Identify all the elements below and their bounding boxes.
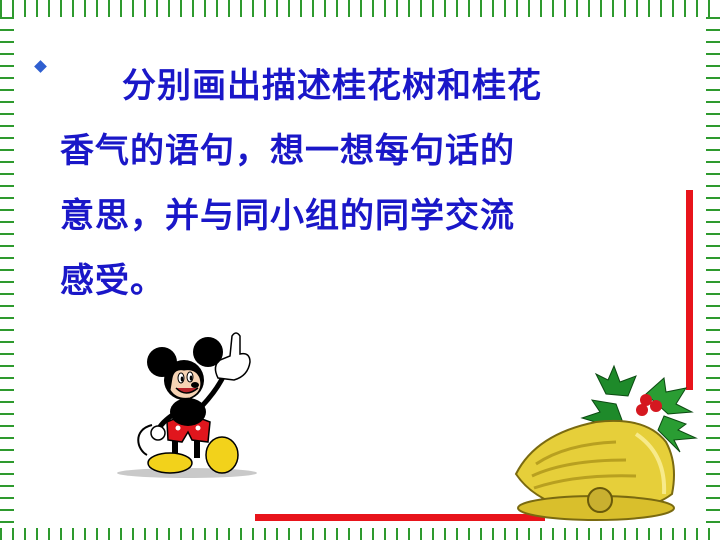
frame-border-bottom <box>0 528 720 540</box>
frame-border-top <box>0 0 720 17</box>
diamond-bullet-icon <box>34 60 47 73</box>
mickey-mouse-illustration <box>117 332 257 478</box>
text-line-1: 分别画出描述桂花树和桂花 <box>122 66 542 106</box>
red-accent-horizontal <box>255 514 545 521</box>
christmas-bell-illustration <box>514 364 698 521</box>
slide-text: 分别画出描述桂花树和桂花 香气的语句，想一想每句话的 意思，并与同小组的同学交流… <box>60 54 670 314</box>
text-line-3: 意思，并与同小组的同学交流 <box>60 196 515 236</box>
frame-border-right <box>706 17 720 528</box>
text-line-2: 香气的语句，想一想每句话的 <box>60 131 515 171</box>
text-line-4: 感受。 <box>60 261 165 301</box>
frame-border-left <box>0 17 14 528</box>
red-accent-vertical <box>686 190 693 390</box>
